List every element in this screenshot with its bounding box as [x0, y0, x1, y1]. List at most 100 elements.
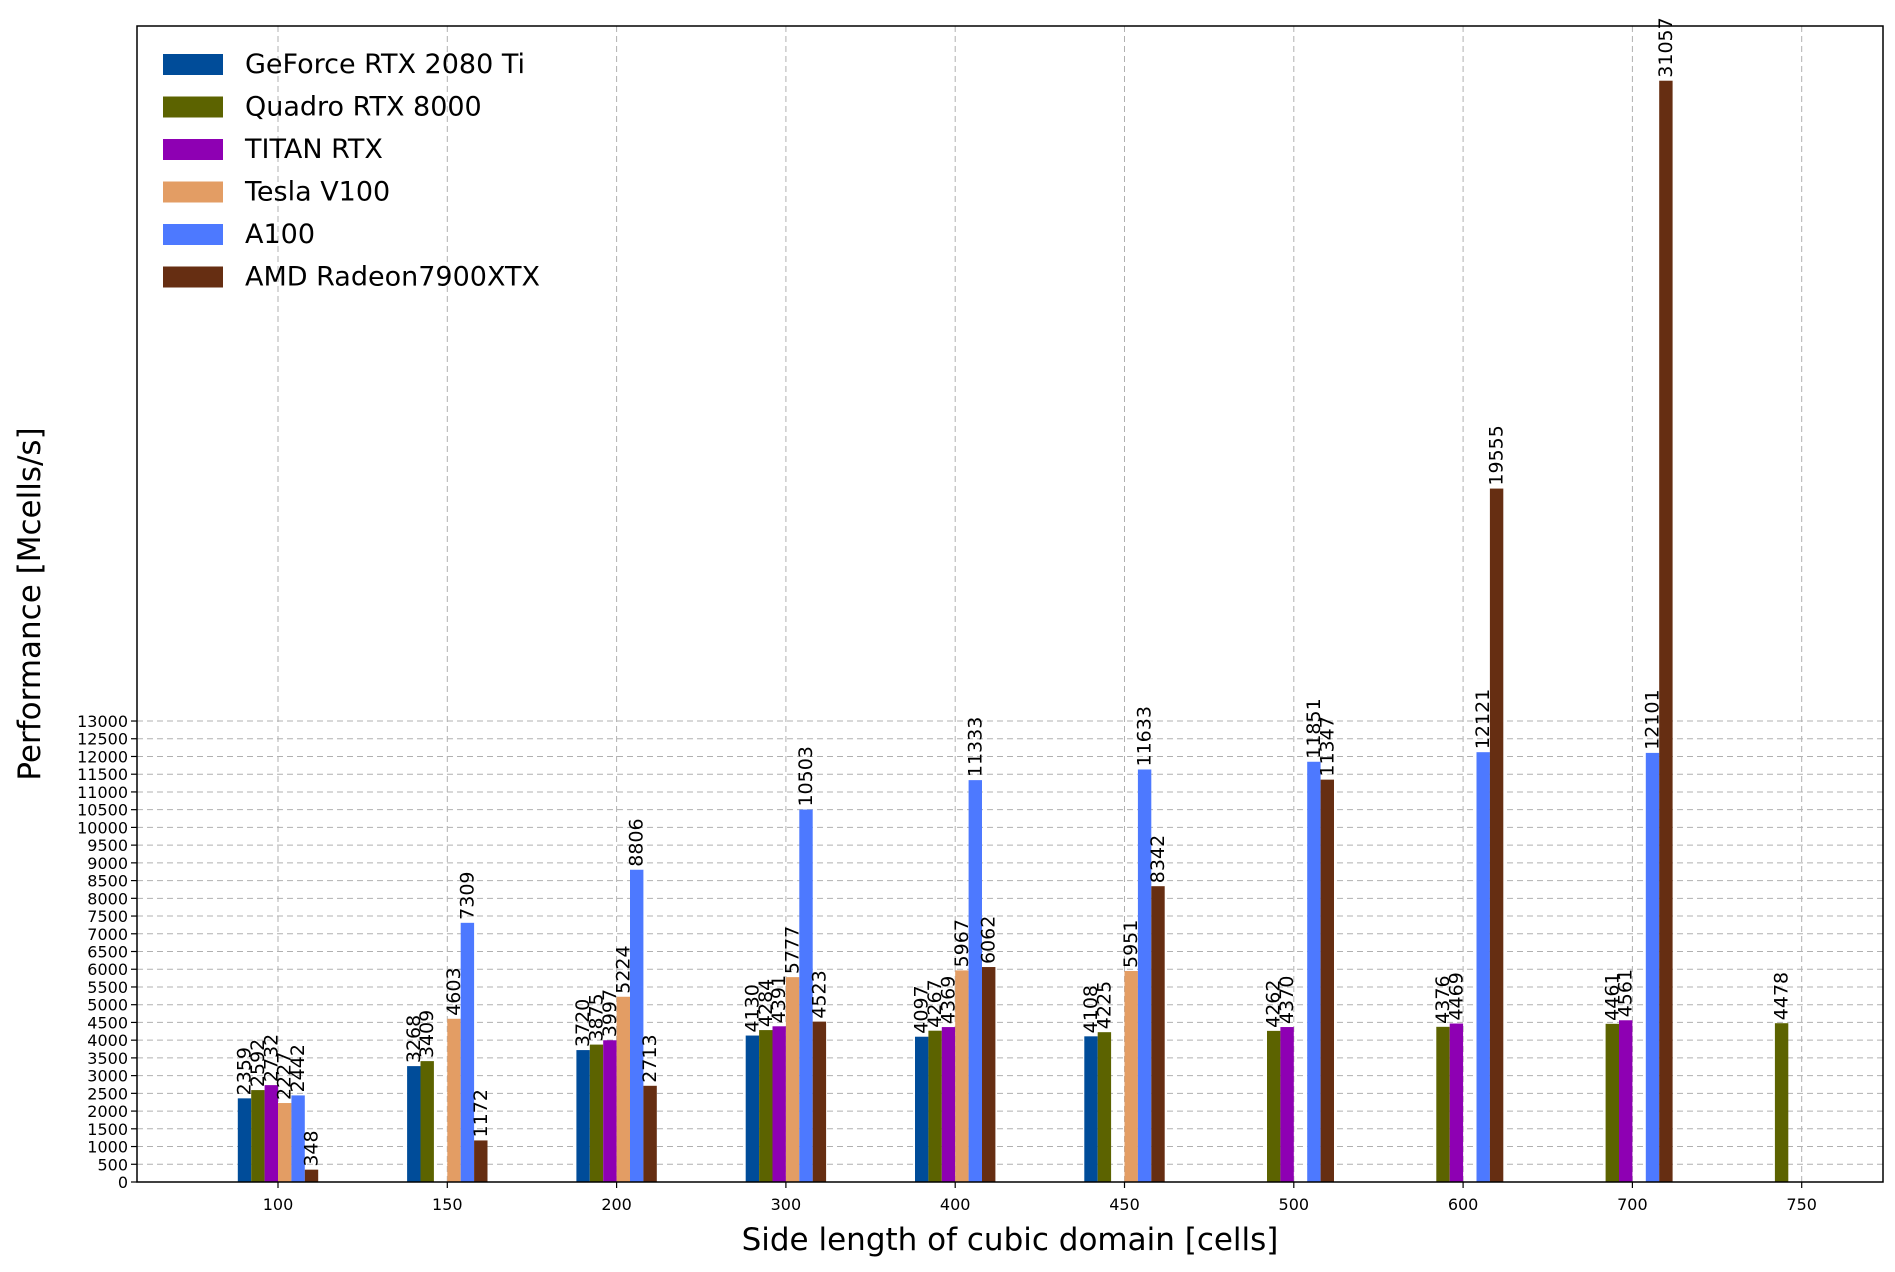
bar-value-label: 5951 [1120, 920, 1142, 968]
x-tick-label: 450 [1109, 1195, 1140, 1214]
bar [1605, 1023, 1619, 1182]
y-axis-title: Performance [Mcells/s] [12, 427, 48, 780]
y-tick-label: 1500 [87, 1120, 128, 1139]
bar-labels-layer: 2359 3268 3720 4130 4097 4108 2592 3409 3875 4284… [234, 17, 1793, 1166]
legend-swatch [163, 54, 223, 75]
bar-value-label: 3409 [416, 1010, 438, 1058]
y-tick-label: 10000 [77, 818, 128, 837]
x-tick-label: 700 [1617, 1195, 1648, 1214]
bar-value-label: 6062 [978, 916, 1000, 964]
legend-swatch [163, 266, 223, 288]
bar [982, 967, 996, 1182]
bar [1659, 80, 1673, 1182]
bar-value-label: 11633 [1134, 706, 1156, 766]
bar [1476, 752, 1490, 1182]
bar [915, 1036, 929, 1182]
ticks-layer: 0500100015002000250030003500400045005000… [77, 712, 1817, 1214]
bar-value-label: 2442 [287, 1044, 309, 1092]
bar-value-label: 12121 [1472, 689, 1494, 749]
bar [955, 970, 969, 1182]
bar-value-label: 3268 [403, 1015, 425, 1063]
bar [1267, 1030, 1281, 1182]
bar [1619, 1020, 1633, 1182]
bar [1645, 752, 1660, 1182]
bar-value-label: 4097 [911, 985, 933, 1033]
y-tick-label: 6000 [87, 960, 128, 979]
bar [759, 1030, 773, 1182]
bar [1097, 1032, 1112, 1182]
bar [420, 1061, 434, 1182]
bar [1489, 488, 1504, 1183]
bar-value-label: 5967 [951, 919, 973, 967]
y-tick-label: 12000 [77, 747, 128, 766]
bar [1280, 1027, 1294, 1182]
bars-layer [237, 80, 1789, 1183]
y-tick-label: 9500 [87, 836, 128, 855]
y-tick-label: 4500 [87, 1013, 128, 1032]
bar [447, 1018, 461, 1182]
bar-value-label: 2732 [260, 1034, 282, 1082]
y-tick-label: 0 [118, 1173, 128, 1192]
y-tick-label: 7000 [87, 925, 128, 944]
bar-value-label: 4130 [741, 984, 763, 1032]
bar [237, 1098, 252, 1182]
bar-value-label: 4603 [443, 967, 465, 1015]
x-tick-label: 400 [940, 1195, 971, 1214]
bar-value-label: 2227 [274, 1052, 296, 1100]
legend-label: Tesla V100 [244, 177, 390, 208]
bar [941, 1027, 956, 1182]
bar-value-label: 4561 [1615, 969, 1637, 1017]
bar [1151, 886, 1165, 1182]
bar-value-label: 4461 [1601, 972, 1623, 1020]
bar [460, 922, 475, 1182]
bar-value-label: 31057 [1655, 17, 1677, 77]
bar-value-label: 8342 [1147, 835, 1169, 883]
bar [1320, 779, 1334, 1182]
x-tick-label: 750 [1786, 1195, 1817, 1214]
bar-value-label: 2592 [247, 1039, 269, 1087]
bar-value-label: 8806 [626, 818, 648, 866]
y-tick-label: 5000 [87, 996, 128, 1015]
legend-label: TITAN RTX [244, 134, 383, 165]
bar-value-label: 4376 [1432, 975, 1454, 1023]
y-tick-label: 500 [97, 1155, 128, 1174]
legend-swatch [163, 96, 223, 118]
y-tick-label: 1000 [87, 1138, 128, 1157]
bar-value-label: 4369 [938, 976, 960, 1024]
y-tick-label: 7500 [87, 907, 128, 926]
bar-value-label: 2359 [234, 1047, 256, 1095]
y-tick-label: 11000 [77, 783, 128, 802]
y-tick-label: 10500 [77, 801, 128, 820]
bar [264, 1085, 278, 1182]
bar-value-label: 3997 [599, 989, 621, 1037]
y-tick-label: 5500 [87, 978, 128, 997]
bar-value-label: 5777 [782, 926, 804, 974]
bar-value-label: 4108 [1080, 985, 1102, 1033]
bar [474, 1140, 488, 1182]
y-tick-label: 11500 [77, 765, 128, 784]
bar-value-label: 7309 [456, 871, 478, 919]
legend: GeForce RTX 2080 Ti Quadro RTX 8000 TITAN … [163, 49, 540, 293]
bar-value-label: 1172 [470, 1089, 492, 1137]
bar [812, 1021, 827, 1182]
bar [968, 780, 982, 1182]
bar-value-label: 19555 [1486, 425, 1508, 485]
y-tick-label: 2000 [87, 1102, 128, 1121]
bar-value-label: 3720 [572, 999, 594, 1047]
bar [1084, 1036, 1098, 1182]
legend-label: Quadro RTX 8000 [245, 92, 482, 123]
bar [304, 1169, 319, 1182]
y-tick-label: 2500 [87, 1084, 128, 1103]
bar [1774, 1023, 1789, 1182]
x-tick-label: 300 [771, 1195, 802, 1214]
bar [1137, 769, 1152, 1182]
bar [1307, 761, 1321, 1182]
bar-value-label: 4225 [1093, 981, 1115, 1029]
bar [278, 1103, 292, 1182]
bar [603, 1040, 617, 1182]
bar-value-label: 4284 [755, 979, 777, 1027]
legend-swatch [163, 181, 223, 203]
bar [1449, 1023, 1464, 1182]
legend-label: GeForce RTX 2080 Ti [245, 49, 525, 80]
bar [251, 1090, 265, 1182]
